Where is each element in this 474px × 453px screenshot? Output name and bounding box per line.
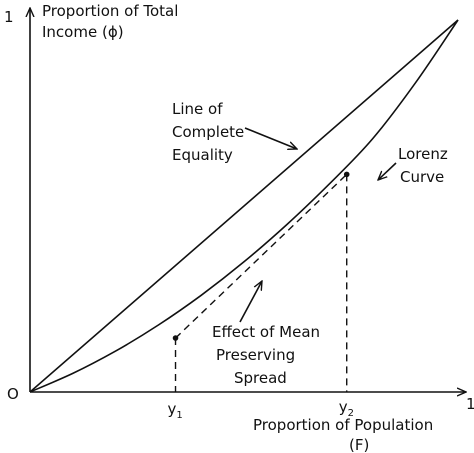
lorenz-label-line1: Lorenz (398, 145, 448, 163)
y2-point (343, 171, 350, 178)
y1-tick-label: y1 (168, 400, 183, 421)
y-axis-label-line1: Proportion of Total (42, 2, 178, 20)
mean-preserving-spread-line (175, 173, 348, 339)
spread-label-line3: Spread (234, 369, 287, 387)
lorenz-leader-arrow (378, 162, 397, 180)
y1-point (172, 335, 179, 341)
equality-leader-arrow (244, 127, 297, 149)
equality-label-line1: Line of (172, 100, 223, 118)
spread-label-line2: Preserving (216, 346, 295, 364)
y-max-label: 1 (4, 8, 14, 26)
lorenz-curve (29, 19, 459, 393)
equality-line (29, 19, 459, 393)
y-axis-label-line2: Income (ϕ) (42, 23, 124, 41)
lorenz-label-line2: Curve (400, 168, 444, 186)
spread-leader-arrow (239, 281, 262, 323)
y2-tick-label: y2 (339, 398, 354, 419)
spread-label-line1: Effect of Mean (212, 323, 320, 341)
origin-label: O (7, 385, 19, 403)
equality-label-line3: Equality (172, 146, 233, 164)
x-axis-label-line2: (F) (349, 436, 369, 453)
x-max-label: 1 (466, 395, 474, 413)
x-axis-label-line1: Proportion of Population (253, 416, 433, 434)
equality-label-line2: Complete (172, 123, 244, 141)
